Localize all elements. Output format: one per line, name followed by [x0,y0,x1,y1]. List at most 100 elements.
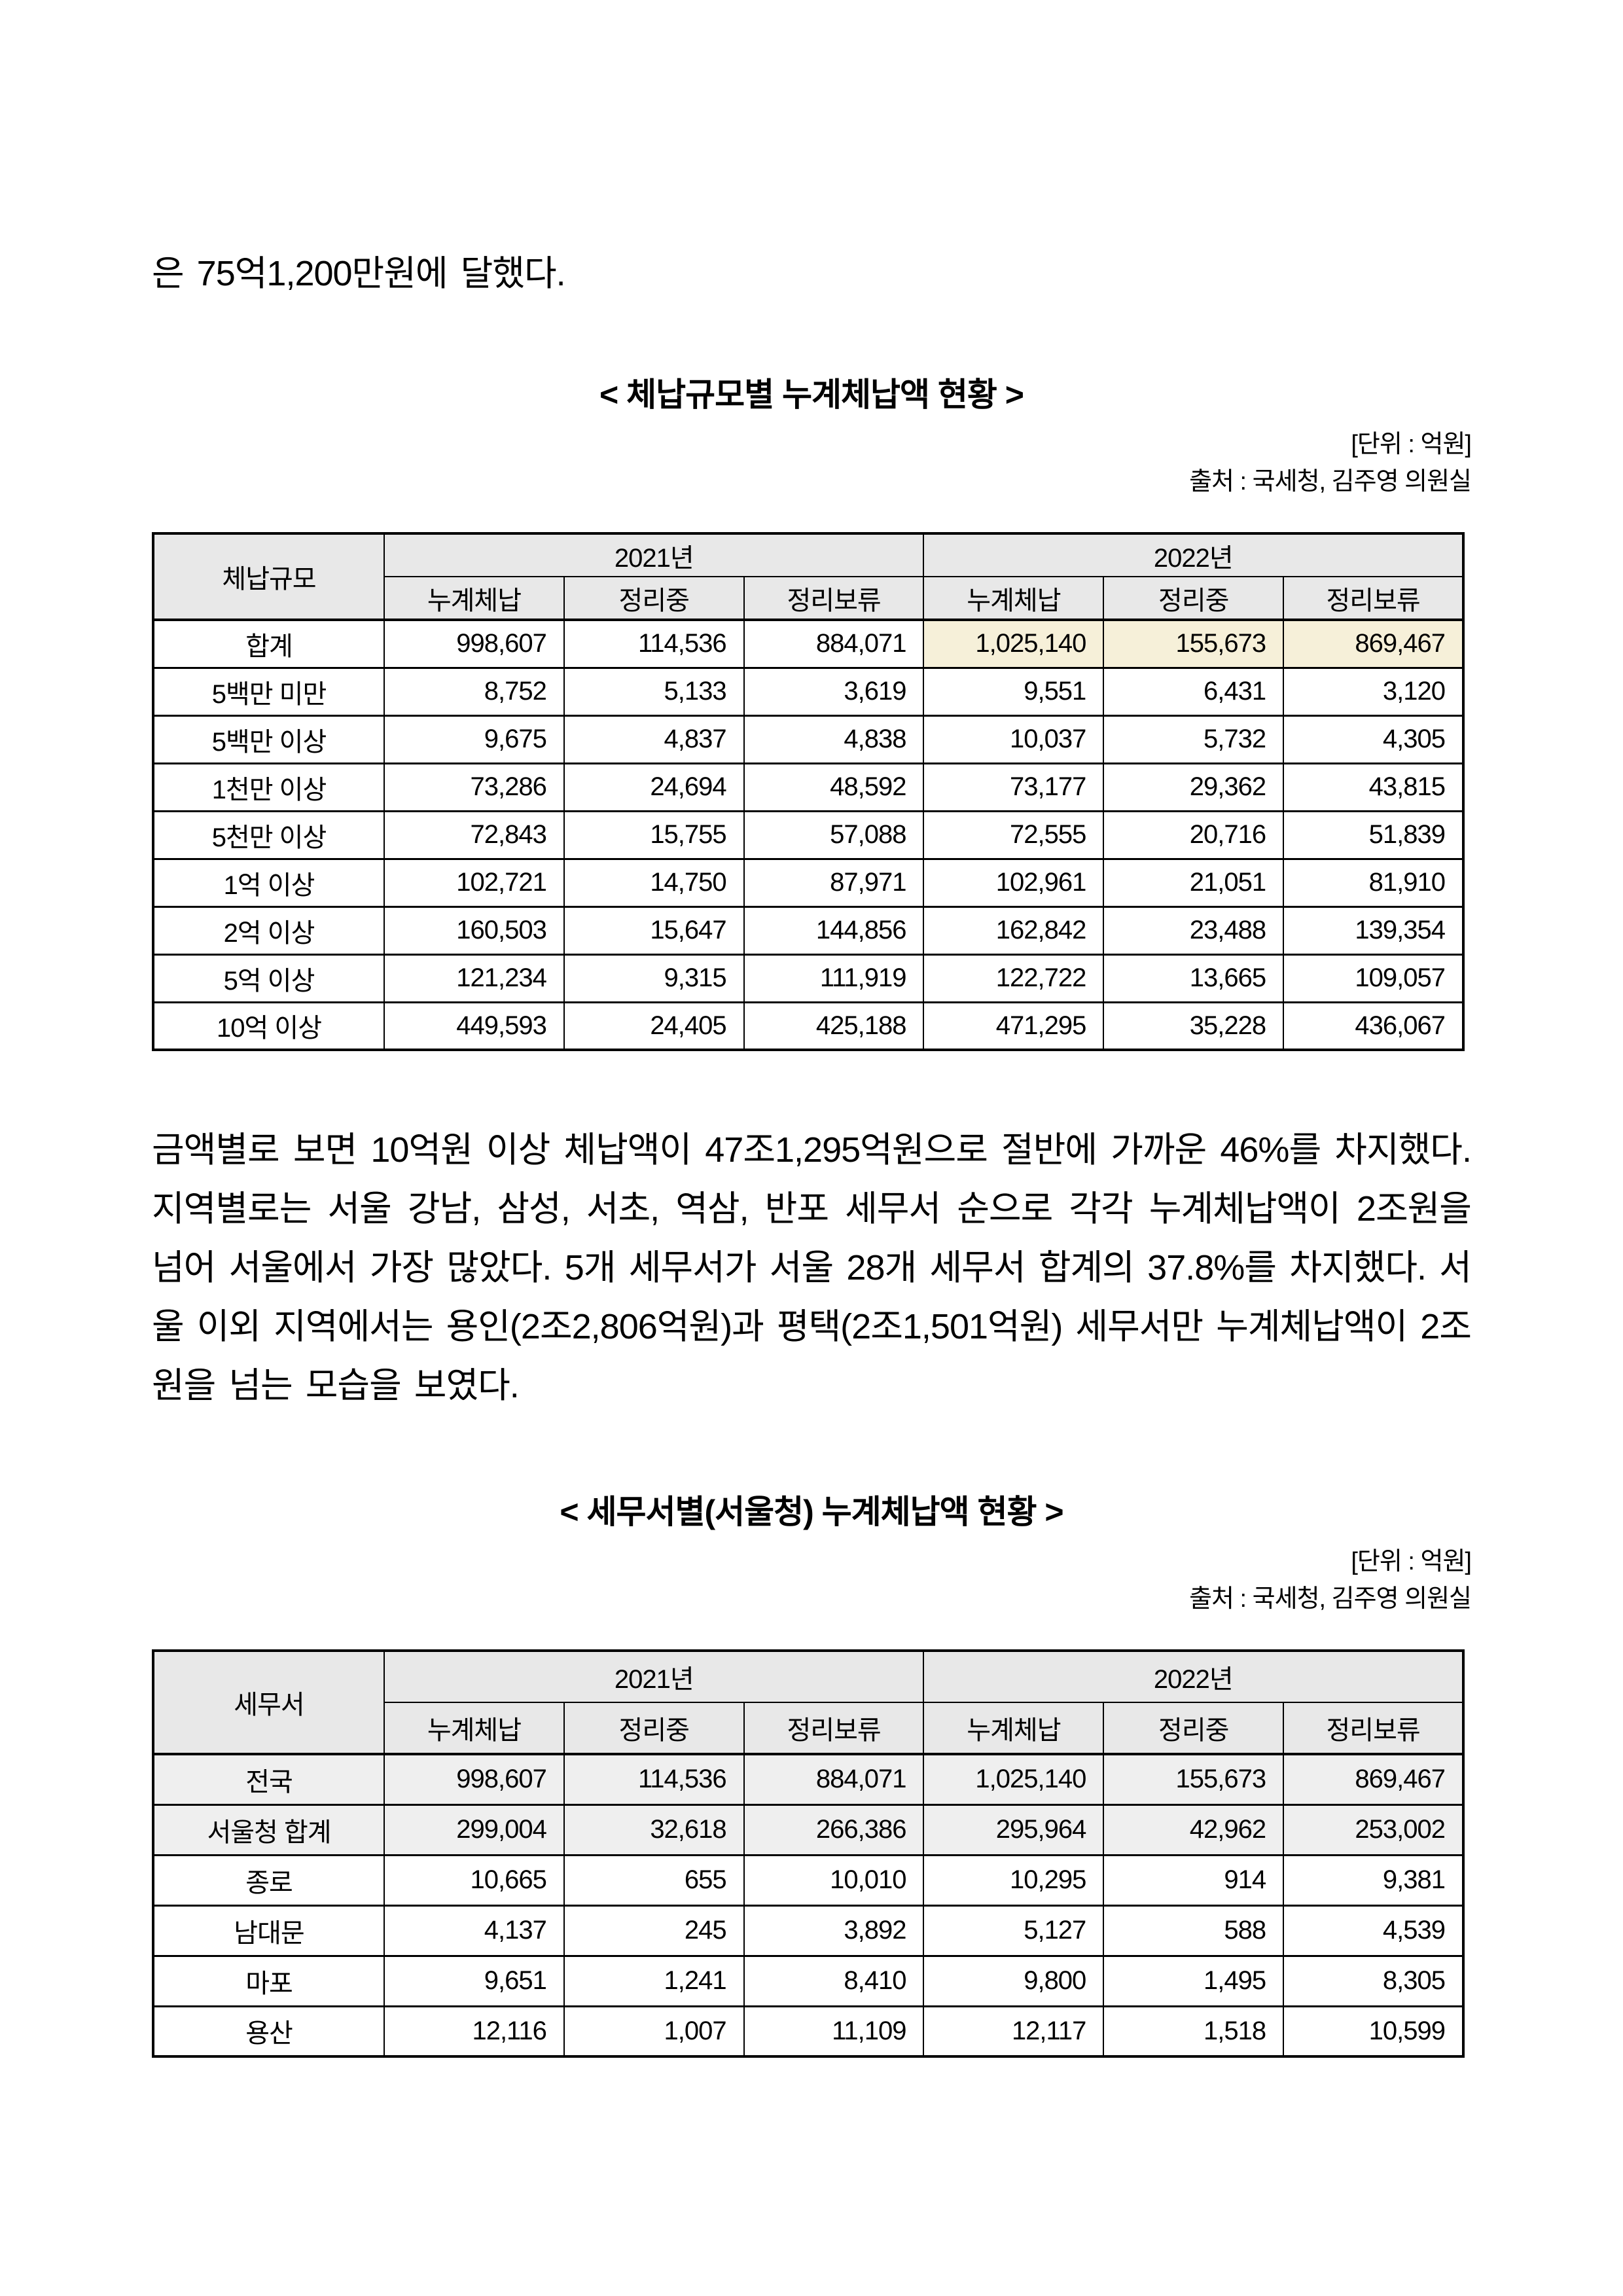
value-cell: 121,234 [383,953,565,1003]
table-row: 2억 이상 160,503 15,647 144,856 162,842 23,488 13… [152,905,1464,956]
value-cell: 588 [1103,1904,1285,1957]
row-label: 종로 [152,1854,385,1907]
value-cell: 869,467 [1283,619,1464,669]
table2-year-header-row: 세무서 2021년 2022년 [152,1650,1464,1755]
table-row: 5백만 이상 9,675 4,837 4,838 10,037 5,732 4,305 [152,714,1464,764]
value-cell: 4,837 [563,714,745,764]
value-cell: 425,188 [743,1001,925,1051]
value-cell: 9,675 [383,714,565,764]
value-cell: 162,842 [923,905,1105,956]
value-cell: 102,721 [383,857,565,908]
table-row: 남대문 4,137 245 3,892 5,127 588 4,539 [152,1904,1464,1957]
row-label: 1억 이상 [152,857,385,908]
value-cell: 35,228 [1103,1001,1285,1051]
table1-subheader-cell: 정리중 [1103,576,1285,621]
value-cell: 884,071 [743,619,925,669]
row-label: 2억 이상 [152,905,385,956]
value-cell: 9,381 [1283,1854,1464,1907]
value-cell: 998,607 [383,619,565,669]
table1-subheader-cell: 누계체납 [923,576,1105,621]
table-row: 전국 998,607 114,536 884,071 1,025,140 155,673 8… [152,1753,1464,1806]
row-label: 합계 [152,619,385,669]
value-cell: 12,117 [923,2005,1105,2058]
value-cell: 253,002 [1283,1803,1464,1856]
table2-year-2021-header: 2021년 [383,1650,925,1703]
table2-subheader-row: 누계체납 정리중 정리보류 누계체납 정리중 정리보류 [153,1702,1464,1755]
table2-subheader-cell: 정리보류 [743,1702,925,1755]
value-cell: 9,315 [563,953,745,1003]
table2-header: 세무서 2021년 2022년 누계체납 정리중 정리보류 누계체납 정리중 정… [152,1650,1464,1755]
table1-subheader-cell: 누계체납 [383,576,565,621]
value-cell: 4,539 [1283,1904,1464,1957]
table1-subheader-cell: 정리중 [563,576,745,621]
value-cell: 9,551 [923,666,1105,717]
table-row: 5백만 미만 8,752 5,133 3,619 9,551 6,431 3,120 [152,666,1464,717]
value-cell: 3,892 [743,1904,925,1957]
arrears-by-size-table: 체납규모 2021년 2022년 누계체납 정리중 정리보류 누계체납 정리중 … [152,532,1465,1051]
value-cell: 109,057 [1283,953,1464,1003]
row-label: 용산 [152,2005,385,2058]
value-cell: 155,673 [1103,619,1285,669]
value-cell: 48,592 [743,762,925,812]
value-cell: 1,518 [1103,2005,1285,2058]
value-cell: 10,010 [743,1854,925,1907]
value-cell: 73,286 [383,762,565,812]
analysis-paragraph: 금액별로 보면 10억원 이상 체납액이 47조1,295억원으로 절반에 가까… [152,1130,1472,1405]
table1-year-header-row: 체납규모 2021년 2022년 [152,533,1464,621]
row-label: 5백만 이상 [152,714,385,764]
row-label: 5억 이상 [152,953,385,1003]
value-cell: 10,599 [1283,2005,1464,2058]
value-cell: 72,843 [383,810,565,860]
value-cell: 14,750 [563,857,745,908]
table-row: 1억 이상 102,721 14,750 87,971 102,961 21,051 81,… [152,857,1464,908]
value-cell: 42,962 [1103,1803,1285,1856]
value-cell: 43,815 [1283,762,1464,812]
value-cell: 884,071 [743,1753,925,1806]
value-cell: 20,716 [1103,810,1285,860]
value-cell: 655 [563,1854,745,1907]
row-label: 서울청 합계 [152,1803,385,1856]
table1-header: 체납규모 2021년 2022년 누계체납 정리중 정리보류 누계체납 정리중 … [152,533,1464,621]
table1-source-note: 출처 : 국세청, 김주영 의원실 [1189,468,1472,495]
value-cell: 155,673 [1103,1753,1285,1806]
table-row: 5천만 이상 72,843 15,755 57,088 72,555 20,716 51,8… [152,810,1464,860]
value-cell: 160,503 [383,905,565,956]
value-cell: 5,127 [923,1904,1105,1957]
value-cell: 299,004 [383,1803,565,1856]
table-row: 5억 이상 121,234 9,315 111,919 122,722 13,665 109… [152,953,1464,1003]
value-cell: 13,665 [1103,953,1285,1003]
value-cell: 144,856 [743,905,925,956]
arrears-by-tax-office-table: 세무서 2021년 2022년 누계체납 정리중 정리보류 누계체납 정리중 정… [152,1649,1465,2058]
value-cell: 3,120 [1283,666,1464,717]
value-cell: 471,295 [923,1001,1105,1051]
table2-source-note: 출처 : 국세청, 김주영 의원실 [1189,1585,1472,1613]
table-row: 합계 998,607 114,536 884,071 1,025,140 155,673 8… [152,619,1464,669]
table1-subheader-cell: 정리보류 [743,576,925,621]
table2-unit-note: [단위 : 억원] [1351,1548,1472,1575]
value-cell: 11,109 [743,2005,925,2058]
value-cell: 5,133 [563,666,745,717]
value-cell: 139,354 [1283,905,1464,956]
value-cell: 1,495 [1103,1954,1285,2007]
value-cell: 1,007 [563,2005,745,2058]
value-cell: 869,467 [1283,1753,1464,1806]
table1-year-2021-header: 2021년 [383,533,925,577]
value-cell: 8,752 [383,666,565,717]
row-label: 5백만 미만 [152,666,385,717]
row-label: 10억 이상 [152,1001,385,1051]
table2-year-2022-header: 2022년 [923,1650,1464,1703]
table1-unit-note: [단위 : 억원] [1351,431,1472,458]
intro-text: 은 75억1,200만원에 달했다. [152,254,566,293]
value-cell: 914 [1103,1854,1285,1907]
value-cell: 449,593 [383,1001,565,1051]
value-cell: 24,405 [563,1001,745,1051]
value-cell: 24,694 [563,762,745,812]
value-cell: 9,651 [383,1954,565,2007]
value-cell: 23,488 [1103,905,1285,956]
value-cell: 29,362 [1103,762,1285,812]
value-cell: 4,137 [383,1904,565,1957]
value-cell: 51,839 [1283,810,1464,860]
value-cell: 57,088 [743,810,925,860]
table2-subheader-cell: 정리중 [1103,1702,1285,1755]
